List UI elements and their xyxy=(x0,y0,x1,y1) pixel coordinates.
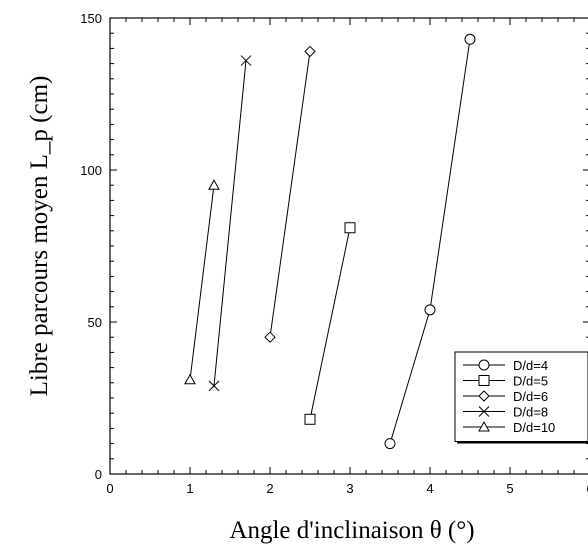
y-tick-label: 0 xyxy=(95,467,102,482)
x-tick-label: 5 xyxy=(506,481,513,496)
legend: D/d=4D/d=5D/d=6D/d=8D/d=10 xyxy=(454,351,588,444)
legend-label: D/d=8 xyxy=(513,405,548,420)
data-point-square xyxy=(304,413,316,425)
data-point-triangle xyxy=(184,373,196,385)
series-line xyxy=(269,51,311,338)
legend-label: D/d=5 xyxy=(513,374,548,389)
y-tick-label: 100 xyxy=(80,163,102,178)
legend-entry: D/d=6 xyxy=(463,389,548,404)
data-point-triangle xyxy=(208,179,220,190)
series-line xyxy=(189,185,215,380)
legend-label: D/d=4 xyxy=(513,358,548,373)
series-line xyxy=(309,227,351,420)
data-point-circle xyxy=(464,33,476,45)
x-tick-label: 2 xyxy=(266,481,273,496)
legend-marker-square xyxy=(478,375,490,386)
legend-marker-x xyxy=(478,406,490,417)
legend-entry: D/d=5 xyxy=(463,374,548,389)
data-point-diamond xyxy=(264,331,276,343)
y-tick-label: 150 xyxy=(80,11,102,26)
legend-entry: D/d=4 xyxy=(463,358,548,373)
data-point-square xyxy=(344,222,356,234)
series-layer xyxy=(184,33,476,450)
series-d-d-4 xyxy=(384,33,476,450)
y-tick-label: 50 xyxy=(88,315,102,330)
series-d-d-10 xyxy=(184,179,220,385)
x-tick-label: 0 xyxy=(106,481,113,496)
data-point-x xyxy=(208,380,220,392)
x-tick-label: 1 xyxy=(186,481,193,496)
axis-ticks: 0 1 2 3 4 5 6 0 50 100 150 xyxy=(80,11,588,496)
legend-entry: D/d=10 xyxy=(463,420,555,435)
data-point-x xyxy=(240,55,252,66)
x-tick-label: 6 xyxy=(586,481,588,496)
legend-marker-diamond xyxy=(478,390,490,402)
series-line xyxy=(213,60,247,386)
series-d-d-5 xyxy=(304,222,356,425)
x-axis-title: Angle d'inclinaison θ (°) xyxy=(229,517,474,544)
data-point-circle xyxy=(424,304,436,316)
y-axis-title: Libre parcours moyen L_p (cm) xyxy=(26,76,53,397)
data-point-diamond xyxy=(304,45,316,58)
series-d-d-6 xyxy=(264,45,316,343)
x-tick-label: 4 xyxy=(426,481,433,496)
legend-marker-circle xyxy=(478,359,490,371)
legend-entry: D/d=8 xyxy=(463,405,548,420)
series-d-d-8 xyxy=(208,55,252,392)
legend-label: D/d=6 xyxy=(513,389,548,404)
data-point-circle xyxy=(384,438,396,450)
legend-marker-triangle xyxy=(478,420,490,432)
x-tick-label: 3 xyxy=(346,481,353,496)
legend-label: D/d=10 xyxy=(513,420,555,435)
